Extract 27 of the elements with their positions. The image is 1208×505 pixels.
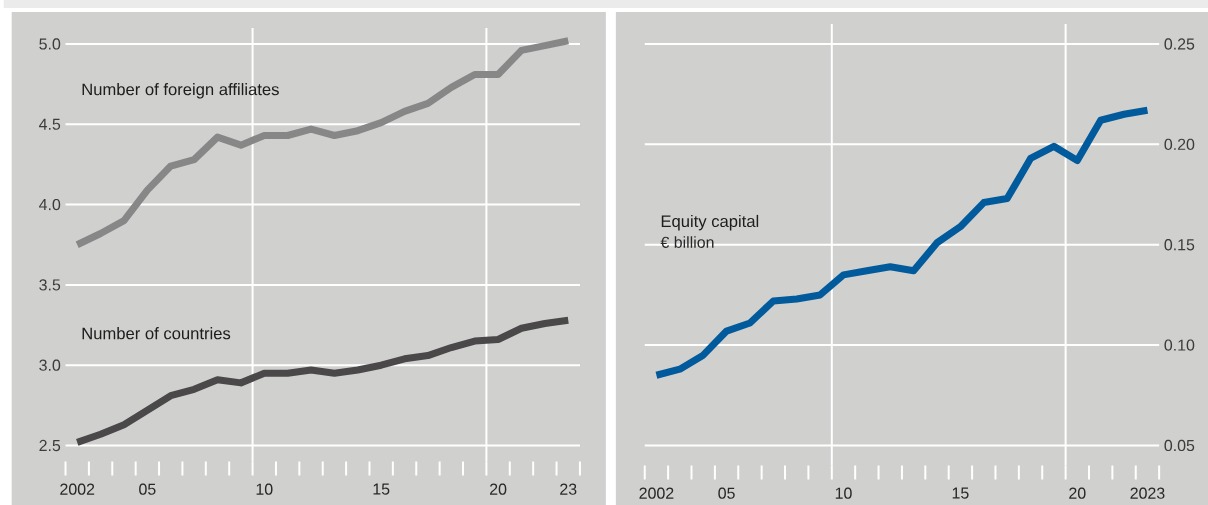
x-tick-label: 2002 bbox=[60, 483, 95, 495]
x-tick-label: 10 bbox=[256, 483, 273, 495]
text: Number of foreign affiliates bbox=[82, 82, 279, 99]
y2-tick-label: 0.20 bbox=[1164, 138, 1195, 150]
y2-tick-label: 0.10 bbox=[1164, 339, 1195, 351]
x-tick-label: 05 bbox=[139, 483, 156, 495]
x-tick-label: 23 bbox=[560, 483, 577, 495]
y-tick-label: 3.5 bbox=[39, 279, 61, 291]
text: Equity capital bbox=[661, 214, 759, 231]
y2-tick-label: 0.05 bbox=[1164, 439, 1195, 451]
x-tick-label: 15 bbox=[373, 483, 390, 495]
y2-tick-label: 0.15 bbox=[1164, 238, 1195, 251]
y2-tick-label: 0.25 bbox=[1164, 38, 1195, 50]
y-tick-label: 4.5 bbox=[39, 118, 61, 130]
x-tick-label: 10 bbox=[835, 487, 852, 499]
y-tick-label: 4.0 bbox=[39, 198, 61, 211]
x-tick-label: 20 bbox=[490, 483, 507, 495]
text: Number of countries bbox=[82, 326, 231, 340]
x-tick-label: 05 bbox=[718, 487, 735, 499]
y-tick-label: 5.0 bbox=[39, 38, 61, 50]
y-tick-label: 2.5 bbox=[39, 439, 61, 451]
y-tick-label: 3.0 bbox=[39, 359, 61, 371]
x-tick-label: 20 bbox=[1069, 487, 1086, 499]
x-tick-label: 2002 bbox=[639, 487, 674, 499]
x-tick-label: 15 bbox=[952, 487, 969, 499]
y2-axis-title: € billion bbox=[660, 236, 714, 248]
x-tick-label: 2023 bbox=[1130, 487, 1165, 499]
